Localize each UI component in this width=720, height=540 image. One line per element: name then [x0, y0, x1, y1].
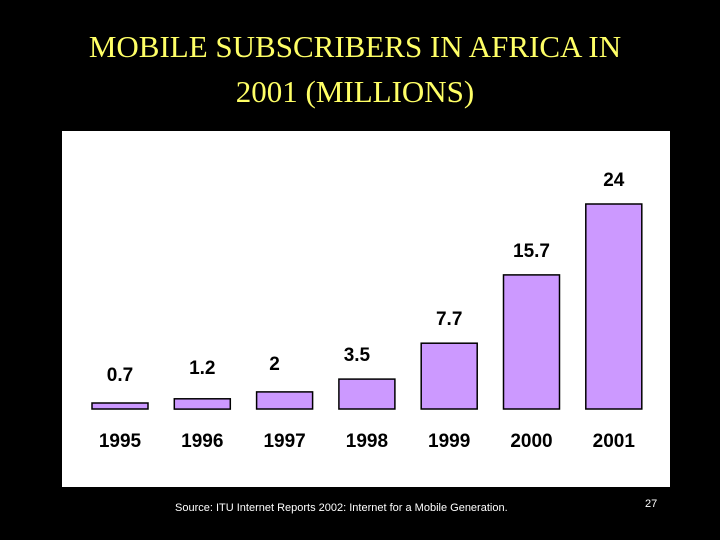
title-line-1: MOBILE SUBSCRIBERS IN AFRICA IN — [88, 29, 622, 64]
bar-chart: 0.7 1995 1.2 1996 2 1997 3.5 1998 7.7 1999 15.7 200… — [91, 170, 643, 452]
tick-label-2001: 2001 — [593, 431, 636, 452]
page-number: 27 — [645, 498, 658, 510]
bar-1995 — [91, 402, 149, 410]
chart-panel: 0.7 1995 1.2 1996 2 1997 3.5 1998 7.7 1999 15.7 200… — [62, 131, 670, 487]
tick-label-1999: 1999 — [428, 431, 470, 452]
tick-label-2000: 2000 — [510, 431, 552, 452]
tick-label-1995: 1995 — [99, 431, 142, 452]
data-label-1998: 3.5 — [344, 345, 371, 366]
data-label-1999: 7.7 — [436, 309, 462, 330]
bar-1999 — [420, 342, 478, 410]
bar-1996 — [173, 398, 232, 410]
title-line-2: 2001 (MILLIONS) — [235, 74, 475, 109]
data-label-1997: 2 — [269, 354, 280, 375]
data-label-1996: 1.2 — [189, 358, 215, 379]
data-label-2000: 15.7 — [513, 241, 550, 262]
data-label-1995: 0.7 — [107, 365, 133, 386]
tick-label-1998: 1998 — [346, 431, 388, 452]
bar-2000 — [502, 274, 561, 410]
data-label-2001: 24 — [603, 170, 625, 191]
source-note: Source: ITU Internet Reports 2002: Inter… — [175, 502, 508, 514]
slide-title: MOBILE SUBSCRIBERS IN AFRICA IN 2001 (MI… — [0, 24, 710, 114]
tick-label-1997: 1997 — [263, 431, 305, 452]
tick-label-1996: 1996 — [181, 431, 223, 452]
bar-1997 — [255, 391, 314, 410]
bar-2001 — [585, 203, 643, 410]
bar-1998 — [338, 378, 396, 410]
